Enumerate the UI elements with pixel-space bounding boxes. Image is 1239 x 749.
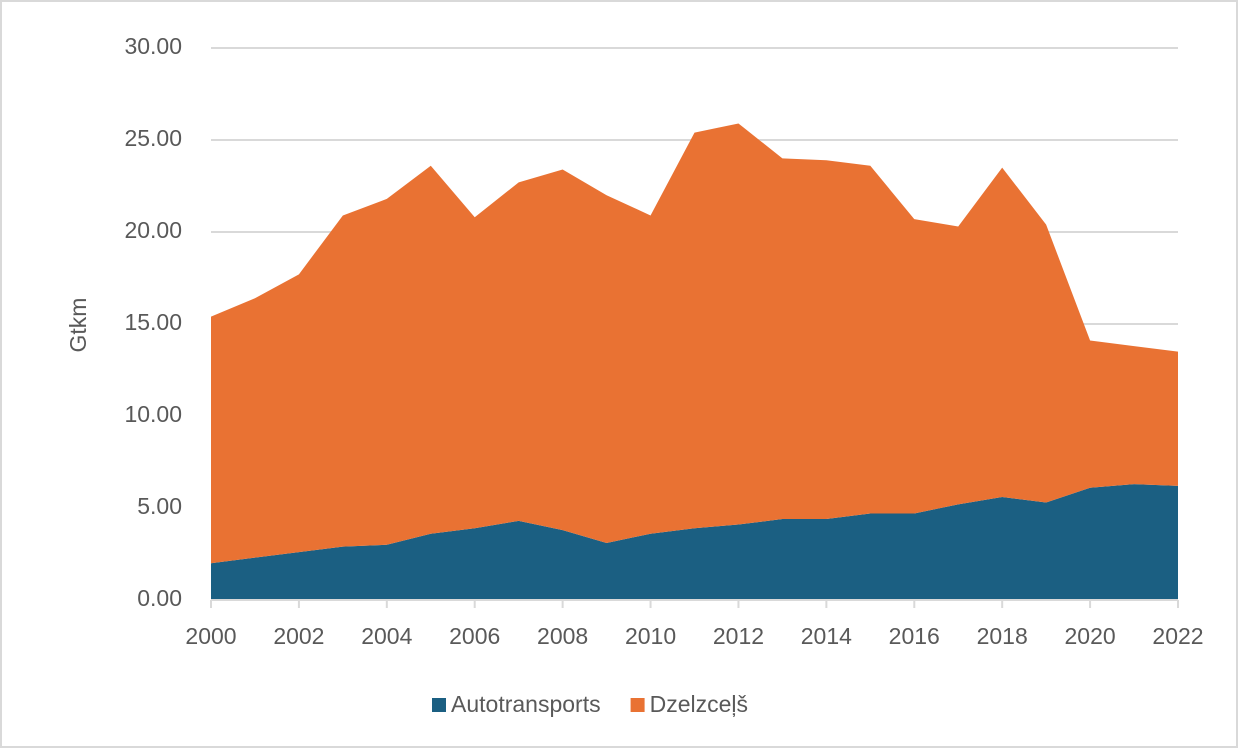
area — [211, 123, 1178, 564]
x-tick-label: 2010 — [625, 623, 676, 649]
x-tick-label: 2008 — [537, 623, 588, 649]
y-tick-label: 10.00 — [124, 401, 182, 427]
y-tick-label: 0.00 — [137, 585, 182, 611]
legend-label: Dzelzceļš — [650, 691, 748, 717]
y-axis-label: Gtkm — [65, 298, 91, 353]
y-tick-label: 30.00 — [124, 33, 182, 59]
x-tick-label: 2000 — [185, 623, 236, 649]
x-tick-label: 2006 — [449, 623, 500, 649]
x-tick-label: 2004 — [361, 623, 412, 649]
x-tick-label: 2018 — [977, 623, 1028, 649]
area — [211, 484, 1178, 600]
legend-label: Autotransports — [451, 691, 601, 717]
legend-swatch — [630, 698, 645, 712]
y-tick-label: 20.00 — [124, 217, 182, 243]
y-tick-label: 15.00 — [124, 309, 182, 335]
x-tick-label: 2012 — [713, 623, 764, 649]
x-tick-label: 2002 — [273, 623, 324, 649]
x-tick-label: 2020 — [1065, 623, 1116, 649]
legend-swatch — [432, 698, 446, 712]
y-tick-label: 5.00 — [137, 493, 182, 519]
x-tick-label: 2022 — [1152, 623, 1203, 649]
x-tick-label: 2016 — [889, 623, 940, 649]
y-tick-label: 25.00 — [124, 125, 182, 151]
x-tick-label: 2014 — [801, 623, 852, 649]
